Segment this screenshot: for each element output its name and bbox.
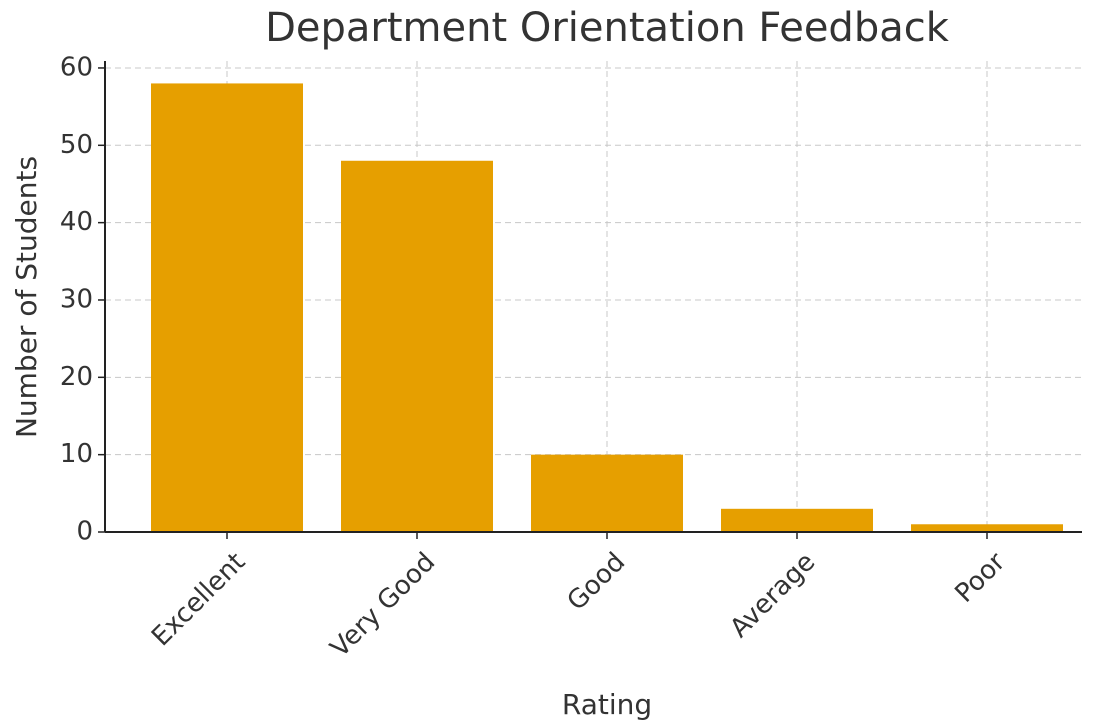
x-tick-label: Excellent [146,547,251,652]
bar [911,524,1063,532]
y-axis-label: Number of Students [10,156,43,438]
y-tick-label: 50 [60,130,93,160]
bar [341,160,493,532]
x-tick-label: Good [562,547,632,617]
bar [721,508,873,532]
y-tick-label: 60 [60,52,93,82]
x-axis-label: Rating [562,688,652,721]
y-tick-label: 30 [60,284,93,314]
x-tick-label: Very Good [325,547,441,663]
y-tick-label: 0 [76,517,93,547]
chart-title: Department Orientation Feedback [265,5,950,51]
y-tick-label: 40 [60,207,93,237]
y-tick-label: 20 [60,362,93,392]
bars [151,83,1063,532]
x-tick-label: Poor [950,547,1012,609]
bar [531,454,683,532]
bar [151,83,303,532]
y-tick-label: 10 [60,439,93,469]
x-tick-label: Average [725,547,822,644]
